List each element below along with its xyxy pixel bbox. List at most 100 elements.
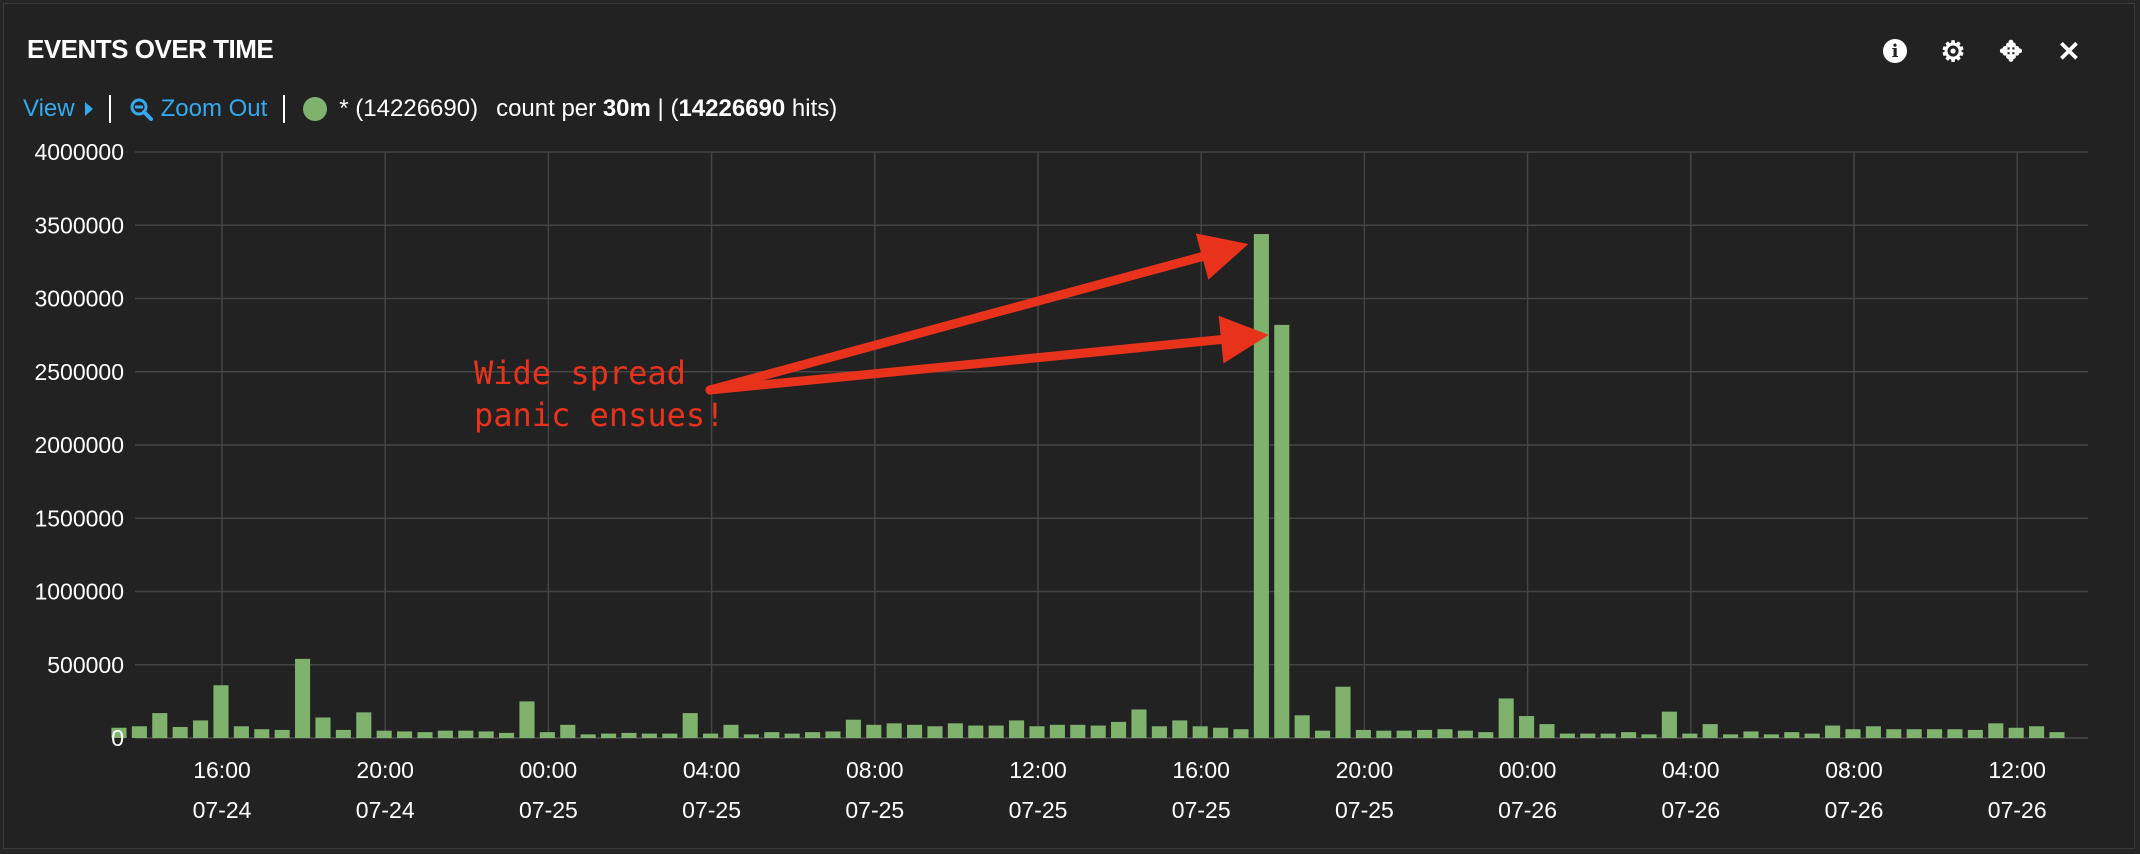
bar[interactable] <box>1070 725 1085 738</box>
bar[interactable] <box>1050 725 1065 738</box>
bar[interactable] <box>1172 720 1187 738</box>
bar[interactable] <box>764 732 779 738</box>
x-tick-time: 12:00 <box>1988 757 2046 783</box>
bar[interactable] <box>560 725 575 738</box>
bar[interactable] <box>234 726 249 738</box>
bar[interactable] <box>1315 731 1330 738</box>
bar[interactable] <box>785 734 800 738</box>
bar[interactable] <box>1193 726 1208 738</box>
bar[interactable] <box>1907 729 1922 738</box>
bar[interactable] <box>1029 726 1044 738</box>
bar[interactable] <box>1091 726 1106 738</box>
bar[interactable] <box>499 733 514 738</box>
bar[interactable] <box>1254 234 1269 738</box>
bar[interactable] <box>1784 732 1799 738</box>
bar[interactable] <box>1968 730 1983 738</box>
bar[interactable] <box>1376 731 1391 738</box>
bar[interactable] <box>132 726 147 738</box>
bar[interactable] <box>2009 728 2024 738</box>
bar[interactable] <box>377 731 392 738</box>
bar[interactable] <box>519 701 534 738</box>
bar[interactable] <box>1805 734 1820 738</box>
x-tick-time: 20:00 <box>1336 757 1394 783</box>
bar[interactable] <box>173 727 188 738</box>
bar[interactable] <box>621 733 636 738</box>
bar[interactable] <box>1009 720 1024 738</box>
x-tick-date: 07-25 <box>1335 797 1394 823</box>
bar[interactable] <box>1478 732 1493 738</box>
bar[interactable] <box>213 685 228 738</box>
bar[interactable] <box>744 734 759 738</box>
bar[interactable] <box>1601 734 1616 738</box>
bar[interactable] <box>1417 730 1432 738</box>
bar[interactable] <box>1233 729 1248 738</box>
bar[interactable] <box>968 726 983 738</box>
bar[interactable] <box>1131 709 1146 738</box>
bar[interactable] <box>1397 731 1412 738</box>
bar[interactable] <box>1152 726 1167 738</box>
bar[interactable] <box>356 712 371 738</box>
bar[interactable] <box>581 734 596 738</box>
bar[interactable] <box>1560 734 1575 738</box>
bar[interactable] <box>825 731 840 738</box>
bar[interactable] <box>662 734 677 738</box>
bar[interactable] <box>927 726 942 738</box>
bar[interactable] <box>1539 724 1554 738</box>
bar[interactable] <box>703 734 718 738</box>
bar[interactable] <box>479 731 494 738</box>
bar[interactable] <box>805 732 820 738</box>
x-tick-time: 12:00 <box>1009 757 1067 783</box>
bar[interactable] <box>1621 732 1636 738</box>
bar[interactable] <box>1213 728 1228 738</box>
bar[interactable] <box>1927 729 1942 738</box>
bar[interactable] <box>1111 722 1126 738</box>
bar[interactable] <box>1723 734 1738 738</box>
bar[interactable] <box>1845 729 1860 738</box>
bar[interactable] <box>1988 723 2003 738</box>
bar[interactable] <box>254 729 269 738</box>
bar[interactable] <box>417 732 432 738</box>
bar[interactable] <box>1580 734 1595 738</box>
bar[interactable] <box>948 723 963 738</box>
bar[interactable] <box>315 717 330 738</box>
y-tick-label: 1500000 <box>34 505 124 531</box>
bar[interactable] <box>601 734 616 738</box>
bar[interactable] <box>866 725 881 738</box>
bar[interactable] <box>1295 715 1310 738</box>
bar[interactable] <box>989 726 1004 738</box>
bar[interactable] <box>907 725 922 738</box>
bar[interactable] <box>1682 734 1697 738</box>
bar[interactable] <box>1703 724 1718 738</box>
bar[interactable] <box>1641 734 1656 738</box>
bar[interactable] <box>458 731 473 738</box>
bar[interactable] <box>1662 712 1677 738</box>
bar[interactable] <box>846 720 861 738</box>
bar[interactable] <box>1458 731 1473 738</box>
bar[interactable] <box>193 720 208 738</box>
bar[interactable] <box>723 725 738 738</box>
bar[interactable] <box>1335 687 1350 738</box>
bar[interactable] <box>1866 726 1881 738</box>
bar[interactable] <box>1947 729 1962 738</box>
bar[interactable] <box>336 730 351 738</box>
bar[interactable] <box>438 731 453 738</box>
bar[interactable] <box>1274 325 1289 738</box>
bar[interactable] <box>275 730 290 738</box>
bar[interactable] <box>1356 730 1371 738</box>
bar[interactable] <box>1437 729 1452 738</box>
bar[interactable] <box>683 713 698 738</box>
bar[interactable] <box>1519 716 1534 738</box>
bar[interactable] <box>152 713 167 738</box>
bar[interactable] <box>1764 734 1779 738</box>
bar[interactable] <box>295 659 310 738</box>
bar[interactable] <box>1886 729 1901 738</box>
bar[interactable] <box>1825 726 1840 738</box>
bar[interactable] <box>2049 732 2064 738</box>
bar[interactable] <box>887 723 902 738</box>
bar[interactable] <box>642 734 657 738</box>
bar[interactable] <box>540 732 555 738</box>
bar[interactable] <box>1743 731 1758 738</box>
bar[interactable] <box>397 731 412 738</box>
bar[interactable] <box>2029 726 2044 738</box>
bar[interactable] <box>1499 698 1514 738</box>
